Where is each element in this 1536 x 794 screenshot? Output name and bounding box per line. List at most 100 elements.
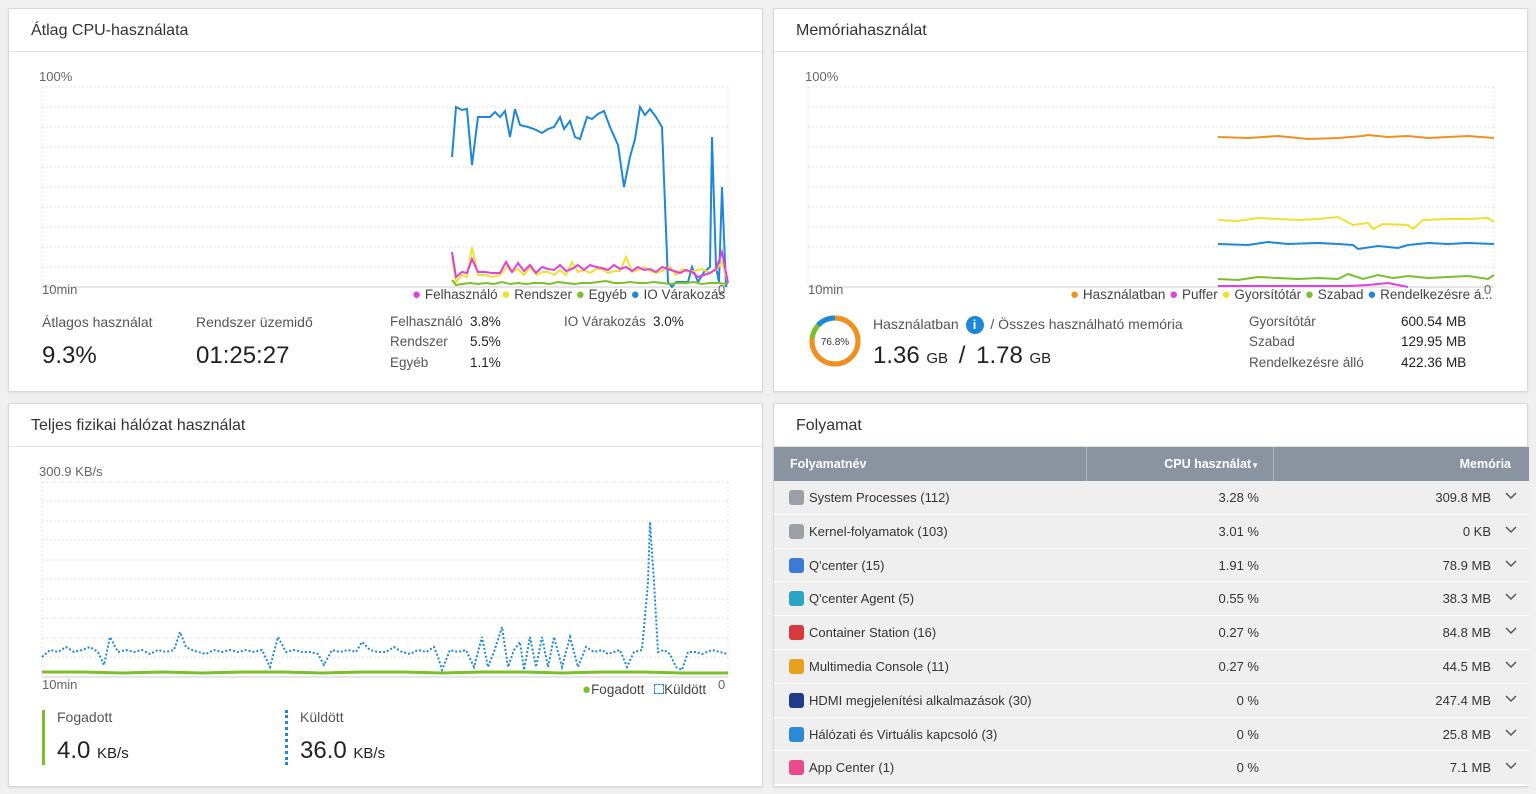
cpu-other-label: Egyéb — [390, 355, 429, 370]
net-rx-line — [42, 670, 728, 675]
cpu-io-value: 3.0% — [653, 314, 684, 329]
memory-legend: ● Használatban ● Puffer ● Gyorsítótár ● … — [1070, 286, 1493, 303]
col-memory[interactable]: Memória — [1459, 457, 1511, 471]
mem-free-label: Szabad — [1249, 334, 1295, 349]
process-cpu: 0.55 % — [1218, 591, 1259, 607]
net-rx-label: Fogadott — [57, 709, 113, 725]
cpu-io-label: IO Várakozás — [564, 314, 646, 329]
legend-free: Szabad — [1317, 287, 1364, 302]
mem-avail-line — [1217, 240, 1495, 251]
cpu-system-label: Rendszer — [390, 334, 448, 349]
process-cpu: 3.01 % — [1218, 523, 1259, 539]
col-process-name[interactable]: Folyamatnév — [790, 457, 867, 471]
process-memory: 38.3 MB — [1442, 591, 1491, 607]
col-cpu-usage[interactable]: CPU használat▼ — [1164, 447, 1259, 483]
net-y-top: 300.9 KB/s — [39, 464, 103, 479]
cpu-chart — [41, 86, 729, 289]
net-tx-value: 36.0 — [300, 737, 347, 764]
info-icon[interactable]: i — [965, 316, 984, 334]
process-memory: 78.9 MB — [1442, 557, 1491, 573]
memory-chart — [807, 86, 1495, 288]
legend-buffer: Puffer — [1181, 287, 1218, 302]
cpu-uptime-value: 01:25:27 — [196, 342, 290, 369]
cpu-legend: ● Felhasználó ● Rendszer ● Egyéb ● IO Vá… — [412, 286, 726, 303]
process-memory: 44.5 MB — [1442, 659, 1491, 674]
col-divider-1 — [1086, 447, 1087, 481]
qcenter-agent-icon — [789, 591, 804, 607]
chevron-down-icon[interactable] — [1505, 557, 1517, 572]
process-cpu: 0 % — [1236, 726, 1259, 742]
net-tx-label: Küldött — [300, 709, 344, 725]
process-name: App Center (1) — [809, 760, 895, 776]
mem-cache-value: 600.54 MB — [1401, 314, 1467, 329]
legend-other: Egyéb — [588, 287, 627, 302]
process-row[interactable]: Q'center (15) 1.91 % 78.9 MB — [774, 548, 1529, 583]
sort-desc-icon: ▼ — [1251, 461, 1259, 470]
chevron-down-icon[interactable] — [1505, 726, 1517, 741]
process-memory: 7.1 MB — [1449, 760, 1491, 776]
process-name: Q'center Agent (5) — [809, 591, 915, 607]
cpu-panel: Átlag CPU-használata 100% 10min 0 ● Felh… — [8, 8, 763, 392]
process-name: Q'center (15) — [809, 557, 885, 573]
mem-x-left: 10min — [808, 282, 844, 297]
legend-used: Használatban — [1082, 287, 1166, 302]
chevron-down-icon[interactable] — [1505, 759, 1517, 774]
process-table-header: Folyamatnév CPU használat▼ Memória — [774, 447, 1529, 481]
process-panel: Folyamat Folyamatnév CPU használat▼ Memó… — [773, 403, 1529, 787]
process-row[interactable]: Kernel-folyamatok (103) 3.01 % 0 KB — [774, 514, 1529, 549]
process-cpu: 0.27 % — [1218, 659, 1259, 674]
legend-available: Rendelkezésre á... — [1380, 287, 1493, 302]
gear-icon — [789, 490, 804, 505]
cpu-x-right: 0 — [718, 282, 726, 297]
process-memory: 247.4 MB — [1435, 692, 1491, 708]
process-panel-title: Folyamat — [774, 404, 1527, 447]
mem-used-line — [1217, 133, 1495, 141]
network-panel: Teljes fizikai hálózat használat 300.9 K… — [8, 403, 763, 787]
process-name: Hálózati és Virtuális kapcsoló (3) — [809, 726, 998, 742]
process-row[interactable]: Container Station (16) 0.27 % 84.8 MB — [774, 616, 1529, 650]
app-center-icon — [789, 760, 804, 776]
chevron-down-icon[interactable] — [1505, 489, 1517, 504]
cpu-panel-title: Átlag CPU-használata — [9, 9, 762, 52]
cpu-user-value: 3.8% — [470, 314, 501, 329]
process-memory: 84.8 MB — [1442, 625, 1491, 641]
gear-icon — [789, 523, 804, 539]
monitor-icon — [789, 692, 804, 708]
net-tx-line — [41, 521, 729, 674]
container-icon — [789, 625, 804, 641]
network-switch-icon — [789, 726, 804, 742]
mem-avail-value: 422.36 MB — [1401, 355, 1467, 370]
tx-bar — [285, 710, 288, 765]
process-name: Container Station (16) — [809, 625, 937, 641]
process-row[interactable]: Hálózati és Virtuális kapcsoló (3) 0 % 25.… — [774, 717, 1529, 752]
net-rx-unit: KB/s — [97, 745, 129, 762]
process-name: System Processes (112) — [809, 490, 950, 505]
process-row[interactable]: Multimedia Console (11) 0.27 % 44.5 MB — [774, 650, 1529, 684]
memory-panel: Memóriahasználat 100% 10min 0 ● Használa… — [773, 8, 1528, 392]
chevron-down-icon[interactable] — [1505, 590, 1517, 605]
process-row[interactable]: Q'center Agent (5) 0.55 % 38.3 MB — [774, 582, 1529, 617]
legend-io: IO Várakozás — [643, 287, 726, 302]
mem-avail-label: Rendelkezésre álló — [1249, 355, 1364, 370]
process-cpu: 0.27 % — [1218, 625, 1259, 641]
process-name: Kernel-folyamatok (103) — [809, 523, 948, 539]
rx-bar — [42, 710, 45, 765]
chevron-down-icon[interactable] — [1505, 624, 1517, 639]
chevron-down-icon[interactable] — [1505, 523, 1517, 538]
mem-in-use-label: Használatban — [873, 316, 959, 332]
memory-donut: 76.8% — [809, 315, 861, 367]
process-name: Multimedia Console (11) — [809, 659, 949, 674]
col-cpu-label: CPU használat — [1164, 457, 1252, 471]
qcenter-icon — [789, 557, 804, 573]
chevron-down-icon[interactable] — [1505, 692, 1517, 707]
process-cpu: 1.91 % — [1218, 557, 1259, 573]
process-cpu: 0 % — [1236, 692, 1259, 708]
process-row[interactable]: HDMI megjelenítési alkalmazások (30) 0 % 2… — [774, 683, 1529, 718]
cpu-system-value: 5.5% — [470, 334, 501, 349]
mem-y-top: 100% — [805, 69, 839, 84]
process-row[interactable]: System Processes (112) 3.28 % 309.8 MB — [774, 481, 1529, 515]
process-row[interactable]: App Center (1) 0 % 7.1 MB — [774, 751, 1529, 786]
cpu-uptime-label: Rendszer üzemidő — [196, 314, 313, 330]
chevron-down-icon[interactable] — [1505, 658, 1517, 673]
legend-sent: Küldött — [664, 682, 707, 697]
